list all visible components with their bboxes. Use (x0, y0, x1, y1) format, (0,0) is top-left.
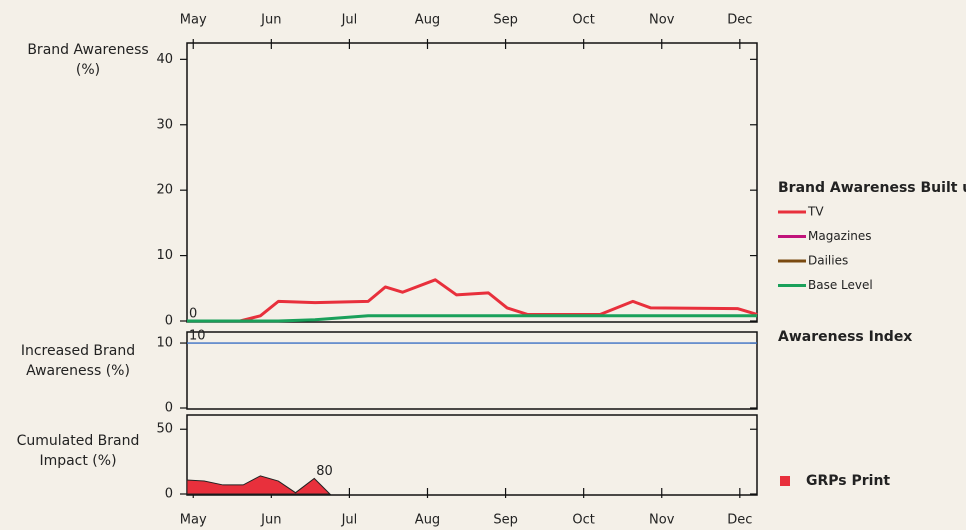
y-tick-label: 0 (165, 487, 173, 502)
plot-frame (186, 414, 758, 496)
y-tick-label: 30 (156, 117, 173, 132)
x-tick-label: Dec (727, 513, 752, 528)
x-tick-label: Aug (415, 513, 440, 528)
line-series (187, 314, 757, 323)
plot-frame (186, 331, 758, 410)
y-axis-label: Cumulated Brand Impact (%) (16, 433, 140, 469)
x-tick-label: Jul (341, 513, 358, 528)
legend-title: Brand Awareness Built up (778, 180, 966, 196)
y-tick-label: 10 (156, 248, 173, 263)
y-axis-label: Brand Awareness (%) (27, 42, 149, 78)
x-tick-label: Jun (260, 13, 281, 28)
x-tick-label: Nov (649, 13, 675, 28)
x-tick-label: Sep (493, 513, 518, 528)
y-tick-label: 20 (156, 183, 173, 198)
legend-label: TV (807, 205, 824, 219)
x-tick-label: Jun (260, 513, 281, 528)
x-tick-label: May (180, 13, 207, 28)
legend-title: Awareness Index (778, 329, 912, 345)
y-tick-label: 0 (165, 314, 173, 329)
line-series (187, 278, 758, 323)
annotation: 80 (316, 464, 333, 479)
x-tick-label: Aug (415, 13, 440, 28)
y-tick-label: 50 (156, 422, 173, 437)
x-tick-label: Nov (649, 513, 675, 528)
x-tick-label: Oct (572, 513, 594, 528)
y-axis-label: Increased Brand Awareness (%) (20, 343, 136, 379)
legend-label: Base Level (808, 278, 873, 292)
x-tick-label: Dec (727, 13, 752, 28)
x-tick-label: May (180, 513, 207, 528)
y-tick-label: 40 (156, 52, 173, 67)
x-tick-label: Oct (572, 13, 594, 28)
annotation: 0 (189, 307, 197, 322)
area-series (186, 475, 332, 495)
x-tick-label: Jul (341, 13, 358, 28)
legend-label: Magazines (808, 229, 872, 243)
legend-swatch (780, 476, 790, 486)
y-tick-label: 0 (165, 401, 173, 416)
y-tick-label: 10 (156, 336, 173, 351)
annotation: 10 (189, 329, 206, 344)
legend-label: GRPs Print (806, 473, 890, 489)
legend-label: Dailies (808, 254, 848, 268)
x-tick-label: Sep (493, 13, 518, 28)
plot-frame (186, 42, 758, 323)
